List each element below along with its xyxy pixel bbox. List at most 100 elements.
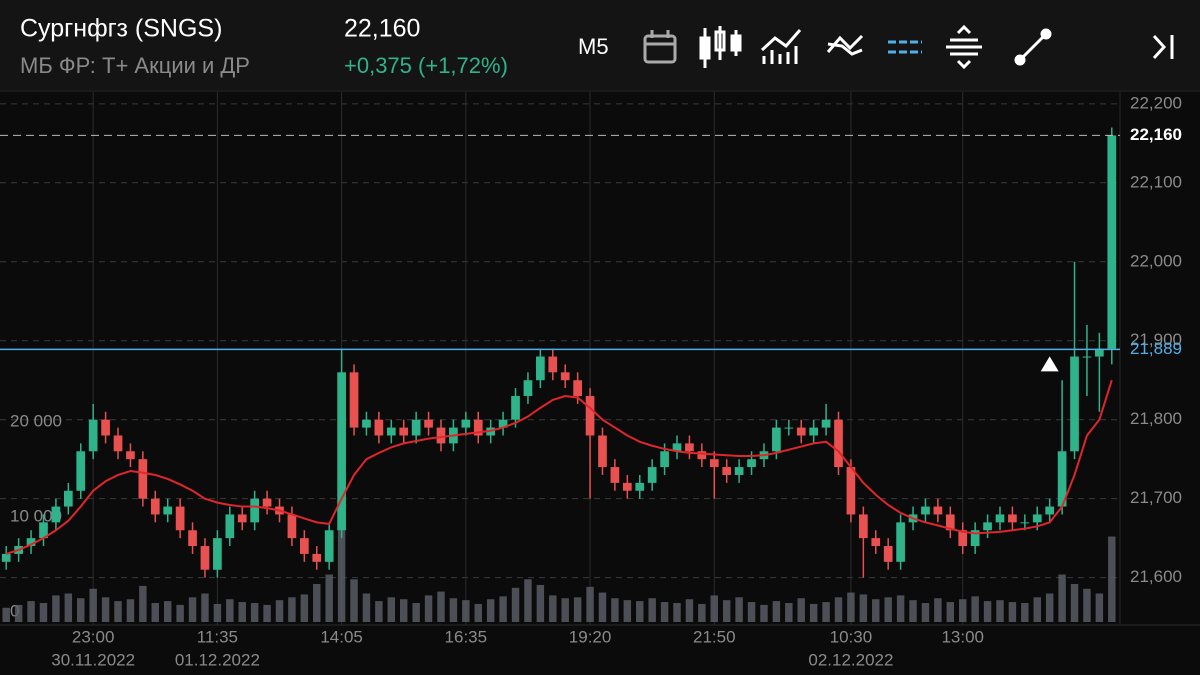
candle-body	[635, 482, 645, 491]
candle-body	[1107, 135, 1117, 349]
candle-body	[647, 467, 657, 483]
volume-bar	[561, 598, 569, 622]
candle-body	[200, 546, 210, 570]
draw-line-button[interactable]	[1014, 28, 1052, 66]
date-label: 30.11.2022	[51, 650, 135, 669]
candle-body	[921, 506, 930, 515]
volume-bar	[375, 601, 383, 622]
volume-bar	[896, 595, 905, 622]
volume-bar	[685, 599, 694, 622]
volume-bar	[462, 600, 470, 622]
volume-bar	[238, 602, 246, 622]
volume-bar	[1108, 536, 1116, 622]
x-tick-label: 16:35	[445, 627, 488, 646]
candle-body	[796, 427, 806, 436]
volume-bar	[449, 598, 458, 622]
range-button[interactable]	[946, 24, 982, 70]
volume-bar	[213, 603, 222, 622]
candle-body	[473, 419, 483, 436]
candles-button[interactable]	[699, 26, 742, 68]
volume-bar	[859, 594, 868, 622]
candle-body	[672, 443, 682, 452]
candle-body	[337, 372, 346, 531]
x-tick-label: 13:00	[941, 627, 984, 646]
candle-body	[88, 419, 98, 452]
candle-body	[536, 356, 545, 381]
volume-bar	[648, 598, 656, 622]
levels-button[interactable]	[888, 40, 922, 54]
volume-bar	[1070, 584, 1079, 622]
volume-bar	[300, 594, 309, 622]
volume-bar	[350, 579, 358, 622]
volume-bar	[163, 601, 172, 622]
volume-bar	[934, 598, 942, 622]
volume-bar	[524, 579, 532, 622]
x-tick-label: 23:00	[72, 627, 115, 646]
volume-bar	[623, 600, 632, 622]
candle-body	[1057, 451, 1067, 507]
volume-bar	[1083, 588, 1091, 622]
candle-body	[411, 419, 421, 436]
candle-body	[399, 427, 409, 436]
candle-body	[498, 419, 508, 428]
volume-bar	[760, 604, 768, 622]
candle-body	[610, 467, 620, 483]
volume-bar	[114, 601, 122, 622]
candle-body	[1020, 522, 1030, 524]
compare-button[interactable]	[826, 34, 864, 56]
volume-bar	[834, 597, 843, 622]
volume-bar	[785, 603, 793, 622]
date-label: 01.12.2022	[175, 650, 260, 669]
exchange: МБ ФР: Т+ Акции и ДР	[20, 53, 250, 78]
x-tick-label: 21:50	[693, 627, 736, 646]
candle-body	[858, 514, 868, 539]
volume-bar	[89, 588, 97, 622]
candle-body	[138, 459, 148, 499]
volume-bar	[971, 596, 979, 622]
volume-tick-label: 20 000	[10, 412, 62, 431]
volume-bar	[1008, 602, 1017, 622]
volume-bar	[1095, 593, 1104, 622]
candle-body	[262, 498, 272, 507]
candle-body	[436, 427, 446, 444]
volume-tick-label: 10 000	[10, 507, 62, 526]
candle-body	[709, 459, 719, 468]
candle-body	[573, 380, 582, 397]
volume-bar	[710, 595, 719, 622]
volume-bar	[735, 597, 743, 622]
candle-body	[461, 419, 471, 428]
volume-bar	[313, 584, 321, 622]
volume-bar	[39, 603, 48, 622]
candle-body	[1008, 514, 1017, 523]
candle-body	[386, 427, 396, 436]
calendar-button[interactable]	[643, 30, 677, 64]
candle-body	[1032, 514, 1042, 523]
candle-body	[175, 506, 185, 531]
volume-bar	[611, 598, 619, 622]
candle-body	[734, 467, 744, 475]
volume-bar	[511, 587, 520, 622]
volume-bar	[64, 593, 73, 622]
candle-body	[424, 419, 433, 428]
volume-bar	[722, 600, 731, 622]
candle-body	[76, 451, 86, 491]
candle-body	[784, 427, 794, 429]
timeframe-button[interactable]: М5	[578, 34, 609, 59]
volume-bar	[909, 600, 917, 622]
candle-body	[126, 451, 135, 460]
indicator-button[interactable]	[760, 29, 802, 64]
candle-body	[287, 514, 297, 539]
candle-body	[1082, 356, 1092, 358]
candle-body	[883, 546, 893, 562]
volume-bar	[822, 602, 830, 622]
candle-body	[150, 498, 160, 515]
go-end-button[interactable]	[1152, 34, 1174, 60]
volume-bar	[176, 604, 184, 622]
candle-body	[225, 514, 235, 539]
candle-body	[163, 506, 173, 515]
candle-body	[722, 467, 732, 475]
volume-bar	[486, 599, 495, 622]
candle-body	[39, 522, 48, 539]
candle-body	[1045, 506, 1055, 515]
